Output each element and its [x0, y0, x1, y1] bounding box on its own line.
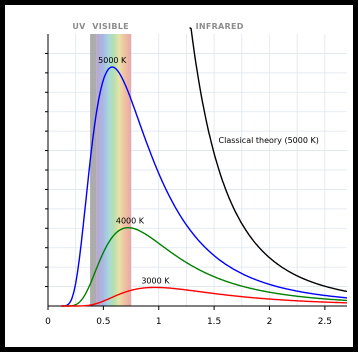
x-tick-label: 1	[156, 317, 162, 327]
series-label-4000-k: 4000 K	[116, 217, 145, 226]
band-label-uv: UV	[72, 22, 86, 31]
spectrum-bands	[90, 34, 132, 306]
visible-spectrum-band	[96, 34, 132, 306]
series-line-4000-k	[61, 226, 347, 307]
series-label-classical-theory-5000-k: Classical theory (5000 K)	[219, 136, 319, 145]
band-label-visible: VISIBLE	[92, 22, 129, 31]
x-tick-label: 2	[267, 317, 273, 327]
axes: 0 0.5 1 1.5 2 2.5	[45, 34, 347, 327]
x-tick-label: 2.5	[318, 317, 332, 327]
series-label-3000-k: 3000 K	[141, 276, 170, 285]
series-line-3000-k	[61, 286, 347, 307]
x-tick-label: 0.5	[96, 317, 110, 327]
x-tick-label: 0	[45, 317, 51, 327]
band-label-infrared: INFRARED	[196, 22, 244, 31]
series-lines	[61, 27, 348, 307]
series-line-5000-k	[61, 66, 348, 307]
uv-edge-band	[90, 34, 97, 306]
x-tick-label: 1.5	[207, 317, 221, 327]
annotations: UV VISIBLE INFRARED 5000 K 4000 K 3000 K Class…	[72, 22, 319, 285]
series-line-classical-theory-5000-k	[189, 27, 348, 293]
series-label-5000-k: 5000 K	[98, 56, 127, 65]
